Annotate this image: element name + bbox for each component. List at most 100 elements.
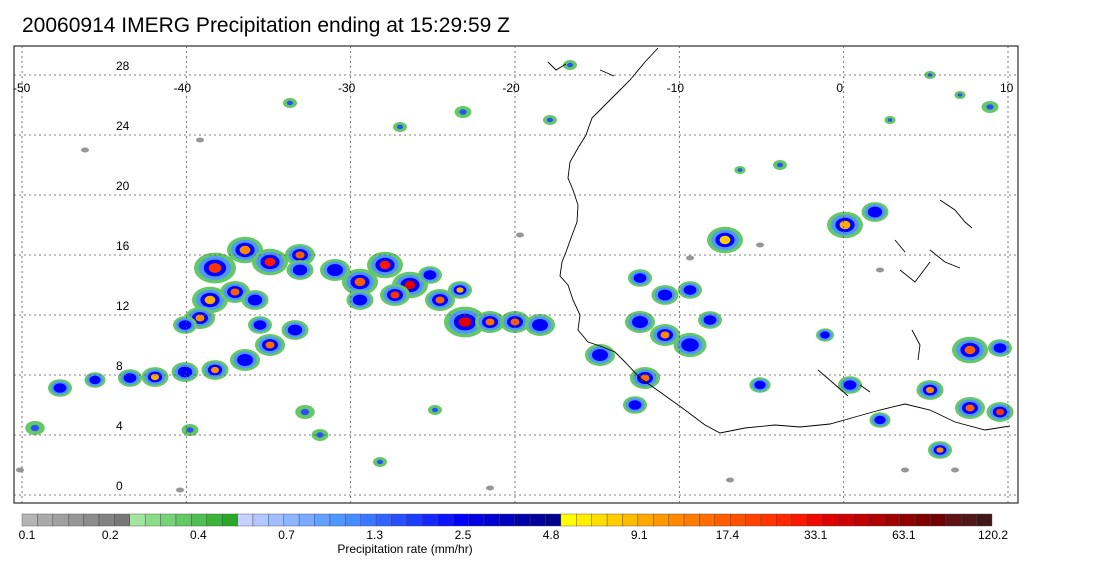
precip-cell — [404, 280, 416, 290]
colorbar-swatch — [868, 513, 885, 527]
colorbar-swatch — [961, 513, 977, 527]
precip-cell — [435, 296, 445, 304]
colorbar-swatch — [468, 513, 485, 527]
precip-cell — [839, 220, 851, 230]
colorbar-swatch — [529, 513, 546, 527]
colorbar-swatch — [314, 513, 331, 527]
precip-cell — [177, 366, 193, 378]
precip-cell — [703, 315, 717, 325]
colorbar-swatch — [437, 513, 454, 527]
precip-cell — [195, 314, 205, 322]
colorbar-swatch — [83, 513, 100, 527]
colorbar-swatch — [637, 513, 654, 527]
precip-cell — [327, 264, 343, 276]
lon-tick-label: -20 — [502, 81, 520, 95]
colorbar-swatch — [375, 513, 392, 527]
colorbar-tick-label: 0.4 — [190, 528, 207, 542]
colorbar-tick-label: 63.1 — [892, 528, 916, 542]
precip-cell — [287, 324, 303, 336]
lon-tick-label: -10 — [666, 81, 684, 95]
map-title: 20060914 IMERG Precipitation ending at 1… — [22, 14, 510, 37]
precipitation-field — [16, 60, 1014, 493]
lon-tick-label: -30 — [337, 81, 356, 95]
colorbar-tick-label: 1.3 — [366, 528, 384, 542]
colorbar-swatch — [837, 513, 854, 527]
precip-cell — [683, 285, 697, 295]
colorbar-tick-label: 0.1 — [18, 528, 36, 542]
colorbar-swatch — [683, 513, 700, 527]
precip-cell — [354, 277, 366, 287]
precip-cell — [397, 124, 403, 130]
colorbar-swatch — [745, 513, 762, 527]
precip-cell — [887, 118, 893, 122]
precip-cell — [423, 270, 437, 280]
grid-lines — [14, 46, 1018, 503]
precip-cell — [867, 206, 883, 218]
precip-cell — [237, 354, 253, 366]
colorbar-tick-label: 2.5 — [454, 528, 472, 542]
colorbar-swatch — [899, 513, 916, 527]
colorbar-swatch — [606, 513, 623, 527]
precip-cell — [81, 147, 89, 153]
colorbar-tick-label: 120.2 — [977, 528, 1009, 542]
colorbar-swatch — [668, 513, 685, 527]
lat-tick-label: 0 — [116, 479, 123, 493]
colorbar-tick-label: 0.7 — [278, 528, 295, 542]
precip-cell — [964, 345, 976, 355]
precip-cell — [567, 62, 573, 68]
colorbar-swatch — [730, 513, 746, 527]
precip-cell — [681, 338, 699, 352]
precip-cell — [936, 447, 944, 453]
colorbar-swatch — [221, 513, 238, 527]
precip-cell — [726, 477, 734, 483]
colorbar-swatch — [560, 513, 577, 527]
precip-cell — [632, 316, 648, 328]
colorbar-swatch — [345, 513, 361, 527]
precip-cell — [30, 424, 40, 432]
colorbar-tick-label: 33.1 — [803, 528, 828, 542]
precip-cell — [993, 343, 1007, 353]
precip-cell — [432, 407, 438, 413]
colorbar-swatch — [976, 513, 993, 527]
precip-cell — [719, 235, 731, 245]
precip-cell — [287, 100, 293, 106]
colorbar-swatch — [653, 513, 669, 527]
colorbar-swatch — [406, 513, 423, 527]
precip-cell — [16, 467, 24, 473]
precip-cell — [843, 380, 857, 390]
colorbar-swatch — [822, 513, 839, 527]
colorbar-swatch — [591, 513, 608, 527]
precip-cell — [352, 294, 368, 306]
precip-cell — [178, 320, 192, 330]
colorbar-swatch — [499, 513, 515, 527]
map-frame — [13, 45, 1019, 504]
precip-cell — [660, 331, 670, 339]
coastline — [547, 47, 1011, 434]
colorbar-swatch — [945, 513, 962, 527]
precip-cell — [777, 162, 783, 168]
colorbar-swatch — [930, 513, 947, 527]
colorbar-swatch — [129, 513, 146, 527]
precip-cell — [123, 373, 137, 383]
colorbar-swatch — [514, 513, 531, 527]
precip-cell — [390, 291, 400, 299]
colorbar-swatch — [914, 513, 931, 527]
colorbar-swatch — [37, 513, 53, 527]
precip-cell — [379, 260, 391, 270]
precip-cell — [592, 349, 608, 361]
lat-tick-label: 16 — [116, 239, 130, 253]
precip-cell — [737, 168, 743, 172]
colorbar-swatch — [52, 513, 69, 527]
colorbar-swatch — [760, 513, 777, 527]
lon-tick-label: -40 — [173, 81, 191, 95]
lon-tick-label: 10 — [1000, 81, 1014, 95]
precip-cell — [292, 264, 308, 276]
colorbar-swatch — [545, 513, 562, 527]
precip-cell — [874, 415, 886, 425]
precip-cell — [186, 427, 194, 433]
precip-cell — [876, 267, 884, 273]
precip-cell — [458, 317, 472, 327]
precip-cell — [459, 109, 467, 115]
colorbar-tick-label: 9.1 — [630, 528, 648, 542]
